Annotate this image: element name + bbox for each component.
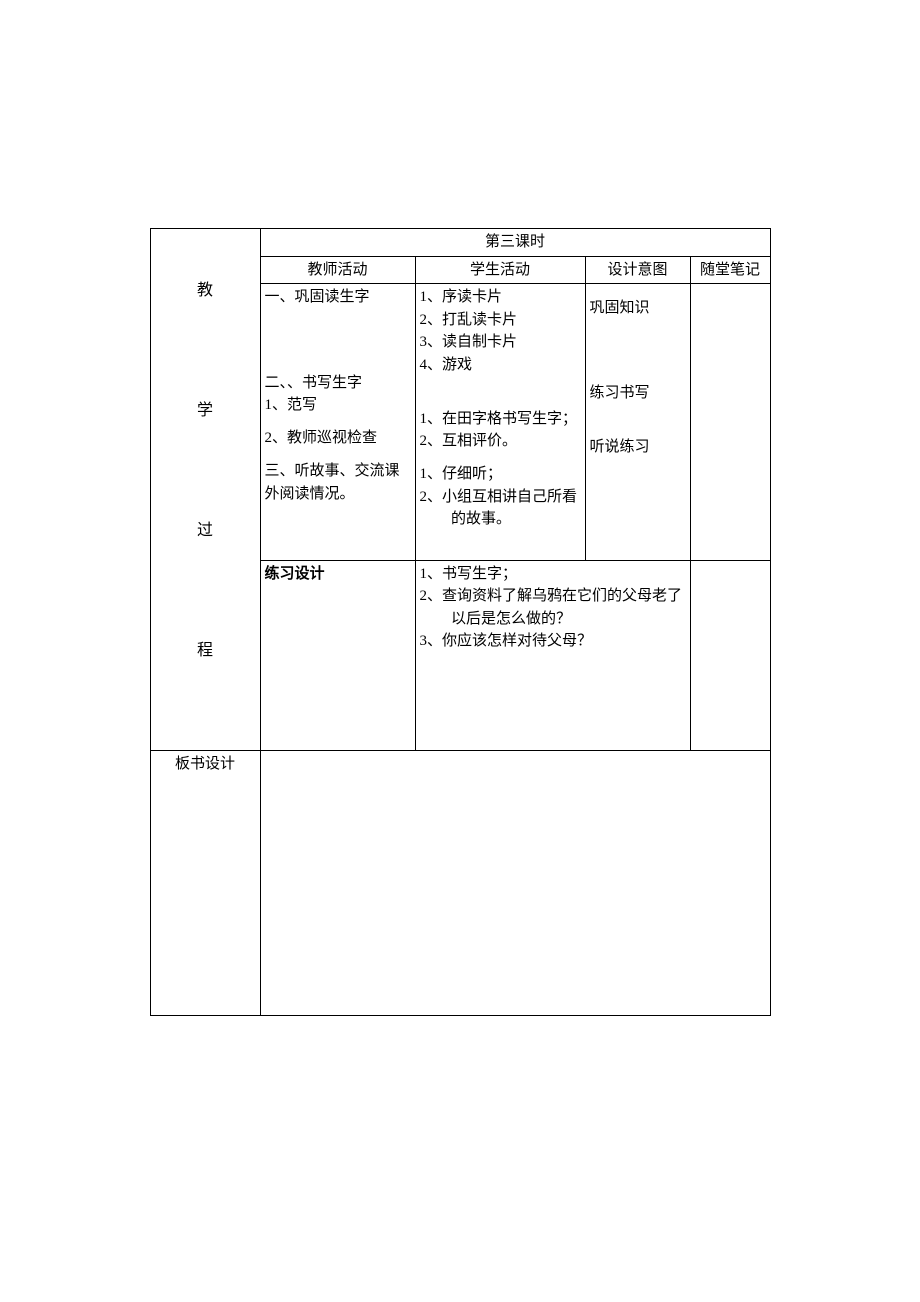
process-char-2: 学: [197, 399, 213, 423]
process-char-4: 程: [197, 639, 213, 663]
practice-item-2: 2、查询资料了解乌鸦在它们的父母老了以后是怎么做的？: [420, 585, 686, 630]
board-label: 板书设计: [175, 756, 235, 772]
lesson-title: 第三课时: [260, 229, 770, 257]
practice-label-cell: 练习设计: [260, 560, 415, 750]
process-char-3: 过: [197, 519, 213, 543]
lesson-title-row: 教 学 过 程 第三课时: [150, 229, 770, 257]
process-label: 教 学 过 程: [155, 231, 256, 711]
sec1-student-2: 2、打乱读卡片: [420, 309, 581, 332]
teacher-activities: 一、巩固读生字 二、、书写生字 1、范写 2、教师巡视检查 三、听故事、交流课外…: [260, 284, 415, 561]
sec3-student-1: 1、仔细听；: [420, 463, 581, 486]
practice-label: 练习设计: [265, 566, 325, 582]
sec1-student-3: 3、读自制卡片: [420, 331, 581, 354]
sec3-intent: 听说练习: [590, 436, 686, 459]
sec3-teacher: 三、听故事、交流课外阅读情况。: [265, 460, 411, 505]
sec2-student-2: 2、互相评价。: [420, 430, 581, 453]
practice-note: [690, 560, 770, 750]
note-activities: [690, 284, 770, 561]
teacher-header: 教师活动: [260, 256, 415, 284]
practice-item-3: 3、你应该怎样对待父母？: [420, 630, 686, 653]
process-char-1: 教: [197, 279, 213, 303]
board-row: 板书设计: [150, 750, 770, 1015]
intent-activities: 巩固知识 练习书写 听说练习: [585, 284, 690, 561]
practice-content: 1、书写生字； 2、查询资料了解乌鸦在它们的父母老了以后是怎么做的？ 3、你应该…: [415, 560, 690, 750]
note-header: 随堂笔记: [690, 256, 770, 284]
intent-header: 设计意图: [585, 256, 690, 284]
sec1-student-4: 4、游戏: [420, 354, 581, 377]
sec3-student-2: 2、小组互相讲自己所看的故事。: [420, 486, 581, 531]
sec1-student-1: 1、序读卡片: [420, 286, 581, 309]
sec2-teacher-title: 二、、书写生字: [265, 372, 411, 395]
sec1-teacher: 一、巩固读生字: [265, 286, 411, 309]
board-content: [260, 750, 770, 1015]
student-header: 学生活动: [415, 256, 585, 284]
lesson-plan-table: 教 学 过 程 第三课时 教师活动 学生活动 设计意图 随堂笔记 一、巩固读生字…: [150, 228, 771, 1016]
sec2-student-1: 1、在田字格书写生字；: [420, 408, 581, 431]
practice-item-1: 1、书写生字；: [420, 563, 686, 586]
sec2-intent: 练习书写: [590, 382, 686, 405]
sec2-teacher-l2: 2、教师巡视检查: [265, 427, 411, 450]
board-label-cell: 板书设计: [150, 750, 260, 1015]
sec1-intent: 巩固知识: [590, 297, 686, 320]
process-label-cell: 教 学 过 程: [150, 229, 260, 751]
student-activities: 1、序读卡片 2、打乱读卡片 3、读自制卡片 4、游戏 1、在田字格书写生字； …: [415, 284, 585, 561]
sec2-teacher-l1: 1、范写: [265, 394, 411, 417]
